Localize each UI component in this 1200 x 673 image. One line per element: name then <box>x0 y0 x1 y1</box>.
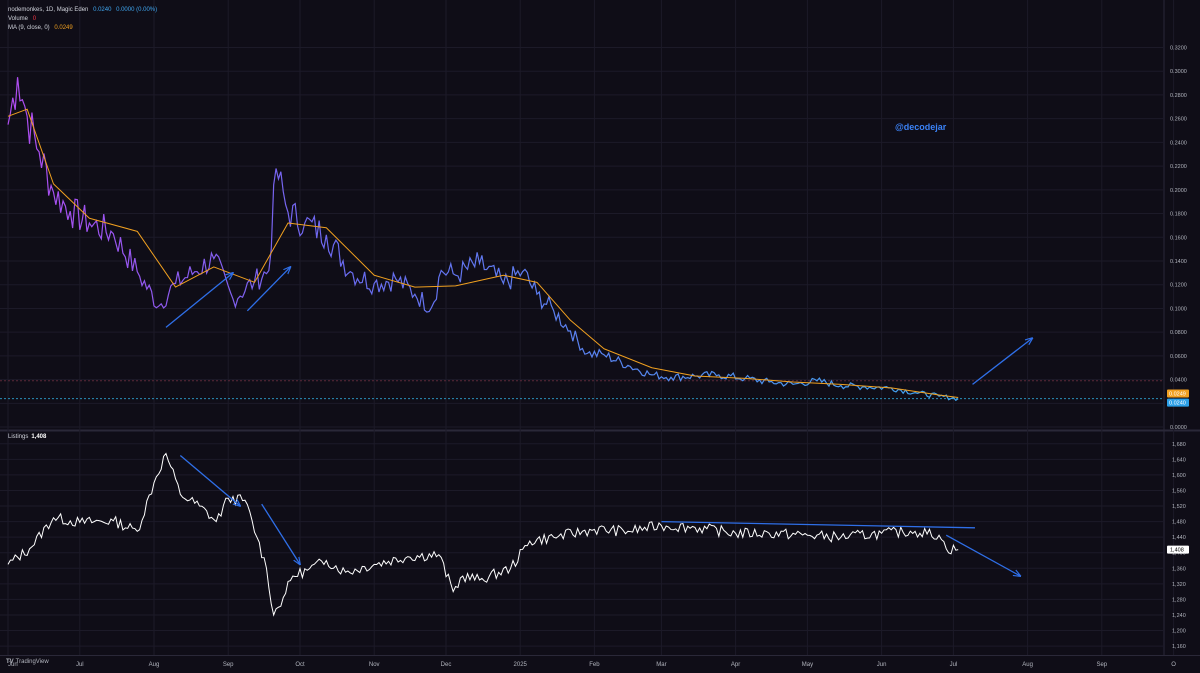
y-tick-label: 0.2200 <box>1170 164 1187 170</box>
x-tick-label: Sep <box>1096 662 1107 668</box>
y-tick-label: 1,320 <box>1172 582 1186 588</box>
y-tick-label: 1,600 <box>1172 473 1186 479</box>
x-tick-label: 2025 <box>514 662 528 668</box>
y-tick-label: 0.0600 <box>1170 354 1187 360</box>
y-tick-label: 1,440 <box>1172 535 1186 541</box>
tradingview-logo-icon: TV <box>6 659 14 665</box>
y-tick-label: 0.3000 <box>1170 69 1187 75</box>
x-tick-label: Jul <box>76 662 84 668</box>
ma-line <box>7 108 959 399</box>
x-tick-label: Apr <box>731 662 740 668</box>
down-arrow-future <box>945 534 1020 576</box>
legend-change: 0.0000 (0.00%) <box>116 7 158 13</box>
legend-volume-row[interactable]: Volume 0 <box>8 15 39 24</box>
legend-ma-row[interactable]: MA (9, close, 0) 0.0249 <box>8 24 76 33</box>
up-arrow-aug <box>165 273 233 328</box>
x-tick-label: Jul <box>950 662 958 668</box>
resistance-line <box>661 520 975 529</box>
x-tick-label: Mar <box>656 662 666 668</box>
y-tick-label: 0.3200 <box>1170 45 1187 51</box>
y-tick-label: 0.2000 <box>1170 188 1187 194</box>
legend-volume-label: Volume <box>8 16 29 22</box>
y-tick-label: 0.1600 <box>1170 235 1187 241</box>
down-arrow-sep <box>261 503 300 564</box>
price-line <box>7 77 959 402</box>
x-tick-label: May <box>802 662 813 668</box>
price-tag-label: 0.0240 <box>1169 401 1186 407</box>
x-tick-label: Sep <box>223 662 234 668</box>
y-tick-label: 1,240 <box>1172 613 1186 619</box>
ma-price-tag <box>1167 389 1189 398</box>
author-handle: @decodejar <box>895 122 947 132</box>
x-tick-label: O <box>1171 662 1176 668</box>
up-arrow-sep <box>246 267 290 312</box>
x-tick-label: Aug <box>149 662 160 668</box>
x-tick-label: Jun <box>8 662 18 668</box>
y-tick-label: 1,280 <box>1172 597 1186 603</box>
listings-last-tag <box>1167 545 1189 554</box>
y-tick-label: 1,640 <box>1172 457 1186 463</box>
up-arrow-future <box>972 338 1033 385</box>
y-tick-label: 1,160 <box>1172 644 1186 650</box>
y-tick-label: 0.1400 <box>1170 259 1187 265</box>
legend-volume-value: 0 <box>32 16 37 22</box>
y-tick-label: 1,200 <box>1172 629 1186 635</box>
down-arrow-aug <box>179 454 240 506</box>
legend-symbol[interactable]: nodemonkes, 1D, Magic Eden <box>8 7 89 13</box>
y-tick-label: 0.1800 <box>1170 212 1187 218</box>
listings-legend[interactable]: Listings 1,408 <box>8 434 46 440</box>
legend-ma-value: 0.0249 <box>54 25 73 31</box>
y-tick-label: 0.2600 <box>1170 117 1187 123</box>
x-tick-label: Nov <box>369 662 380 668</box>
tradingview-label: TradingView <box>15 659 49 665</box>
y-tick-label: 1,480 <box>1172 520 1186 526</box>
legend-price: 0.0240 <box>93 7 112 13</box>
y-tick-label: 0.0400 <box>1170 378 1187 384</box>
y-tick-label: 0.1200 <box>1170 283 1187 289</box>
listings-tag-label: 1,408 <box>1170 548 1184 554</box>
y-tick-label: 1,520 <box>1172 504 1186 510</box>
y-tick-label: 0.0000 <box>1170 425 1187 431</box>
y-tick-label: 1,360 <box>1172 566 1186 572</box>
legend-symbol-row: nodemonkes, 1D, Magic Eden 0.0240 0.0000… <box>8 6 160 15</box>
x-tick-label: Feb <box>589 662 600 668</box>
legend-ma-label: MA (9, close, 0) <box>8 25 50 31</box>
tradingview-logo[interactable]: TV TradingView <box>6 659 49 665</box>
listings-line <box>7 452 959 617</box>
price-tag-label: 0.0249 <box>1169 392 1186 398</box>
y-tick-label: 1,400 <box>1172 551 1186 557</box>
y-tick-label: 0.2800 <box>1170 93 1187 99</box>
x-tick-label: Dec <box>441 662 452 668</box>
y-tick-label: 1,680 <box>1172 442 1186 448</box>
last-price-tag <box>1167 398 1189 407</box>
listings-label: Listings <box>8 434 29 440</box>
y-tick-label: 0.0800 <box>1170 330 1187 336</box>
y-tick-label: 0.1000 <box>1170 306 1187 312</box>
y-tick-label: 1,560 <box>1172 488 1186 494</box>
x-tick-label: Jun <box>877 662 887 668</box>
x-tick-label: Oct <box>295 662 305 668</box>
y-tick-label: 0.2400 <box>1170 140 1187 146</box>
x-tick-label: Aug <box>1022 662 1033 668</box>
listings-value: 1,408 <box>31 434 47 440</box>
